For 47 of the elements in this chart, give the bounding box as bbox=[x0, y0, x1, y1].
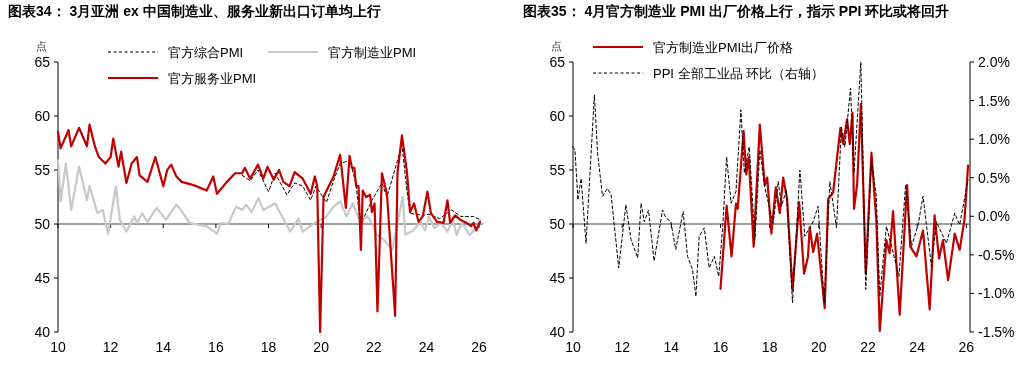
x-tick-label: 12 bbox=[614, 339, 631, 355]
y2-tick-label: 0.0% bbox=[978, 208, 1010, 225]
y-tick-label: 50 bbox=[34, 216, 51, 232]
legend-label: PPI 全部工业品 环比（右轴） bbox=[653, 66, 825, 81]
y-tick-label: 60 bbox=[34, 108, 51, 124]
x-tick-label: 26 bbox=[471, 339, 488, 355]
x-tick-label: 24 bbox=[418, 339, 435, 355]
y-axis-title: 点 bbox=[551, 40, 562, 52]
x-tick-label: 10 bbox=[565, 339, 581, 355]
y2-tick-label: 2.0% bbox=[978, 54, 1010, 70]
legend-label: 官方服务业PMI bbox=[168, 71, 257, 86]
x-tick-label: 24 bbox=[909, 339, 926, 355]
y-tick-label: 45 bbox=[34, 270, 51, 286]
y-tick-label: 45 bbox=[549, 270, 566, 286]
x-tick-label: 22 bbox=[860, 339, 876, 355]
x-tick-label: 12 bbox=[102, 339, 119, 355]
y2-tick-label: -1.0% bbox=[978, 285, 1015, 302]
legend-label: 官方综合PMI bbox=[168, 45, 244, 60]
x-tick-label: 16 bbox=[712, 339, 729, 355]
legend-label: 官方制造业PMI出厂价格 bbox=[653, 40, 794, 55]
y-tick-label: 55 bbox=[549, 162, 566, 178]
y-tick-label: 65 bbox=[34, 54, 51, 70]
x-tick-label: 14 bbox=[155, 339, 172, 355]
x-tick-label: 22 bbox=[366, 339, 382, 355]
legend-label: 官方制造业PMI bbox=[328, 45, 417, 60]
y2-tick-label: 1.5% bbox=[978, 92, 1010, 109]
y2-tick-label: 0.5% bbox=[978, 169, 1010, 186]
y2-tick-label: -0.5% bbox=[978, 246, 1015, 263]
y-tick-label: 60 bbox=[549, 108, 566, 124]
y-tick-label: 40 bbox=[549, 324, 566, 340]
y-tick-label: 55 bbox=[34, 162, 51, 178]
y-tick-label: 50 bbox=[549, 216, 566, 232]
y-axis-title: 点 bbox=[36, 40, 47, 52]
y-tick-label: 65 bbox=[549, 54, 566, 70]
x-tick-label: 14 bbox=[663, 339, 680, 355]
x-tick-label: 16 bbox=[208, 339, 224, 355]
x-tick-label: 26 bbox=[958, 339, 975, 355]
x-tick-label: 18 bbox=[761, 339, 778, 355]
chart-title: 图表34： 3月亚洲 ex 中国制造业、服务业新出口订单均上行 bbox=[8, 3, 381, 19]
y2-tick-label: 1.0% bbox=[978, 131, 1010, 148]
x-tick-label: 20 bbox=[313, 339, 330, 355]
y-tick-label: 40 bbox=[34, 324, 51, 340]
x-tick-label: 18 bbox=[260, 339, 277, 355]
x-tick-label: 10 bbox=[50, 339, 66, 355]
x-tick-label: 20 bbox=[811, 339, 827, 355]
y2-tick-label: -1.5% bbox=[978, 324, 1015, 340]
chart-title: 图表35： 4月官方制造业 PMI 出厂价格上行，指示 PPI 环比或将回升 bbox=[523, 3, 950, 19]
